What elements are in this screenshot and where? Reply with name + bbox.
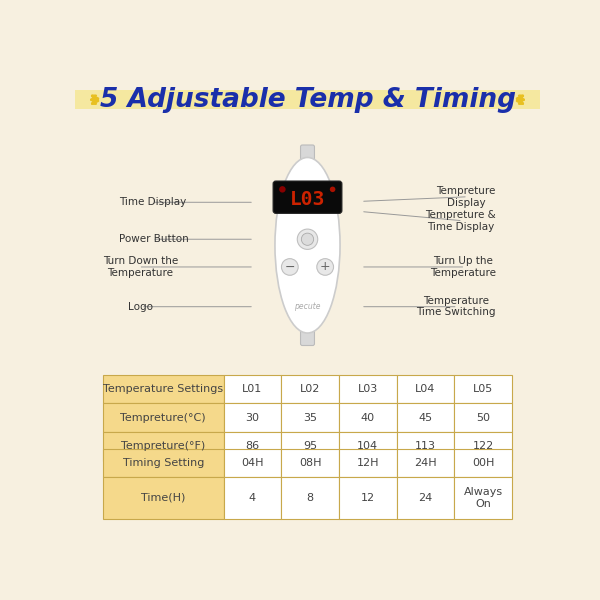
Text: 86: 86 (245, 441, 260, 451)
Text: Temperature Settings: Temperature Settings (103, 384, 223, 394)
Bar (397, 403, 454, 432)
Bar (339, 432, 397, 461)
Bar (103, 432, 224, 461)
Text: L03: L03 (358, 384, 378, 394)
Text: 00H: 00H (472, 458, 494, 468)
Text: 35: 35 (303, 413, 317, 422)
Bar (454, 403, 512, 432)
Circle shape (281, 259, 298, 275)
Text: −: − (284, 260, 295, 274)
Text: Turn Up the
Temperature: Turn Up the Temperature (430, 256, 496, 278)
Text: 4: 4 (249, 493, 256, 503)
Bar (397, 477, 454, 519)
Text: Power Button: Power Button (119, 234, 189, 244)
Text: L01: L01 (242, 384, 263, 394)
Bar (339, 477, 397, 519)
Bar (103, 449, 224, 477)
Text: 95: 95 (303, 441, 317, 451)
Bar (397, 374, 454, 403)
Bar (397, 449, 454, 477)
Text: Time Display: Time Display (119, 197, 187, 207)
Bar (281, 477, 339, 519)
Text: L02: L02 (300, 384, 320, 394)
Bar (103, 374, 224, 403)
Bar (454, 449, 512, 477)
FancyBboxPatch shape (273, 181, 342, 214)
Text: 24H: 24H (414, 458, 437, 468)
Text: pecute: pecute (294, 302, 321, 311)
Bar (103, 403, 224, 432)
Bar (454, 477, 512, 519)
Text: 8: 8 (307, 493, 314, 503)
Bar (224, 449, 281, 477)
Text: Temperature
Time Switching: Temperature Time Switching (416, 296, 496, 317)
Bar (224, 374, 281, 403)
FancyBboxPatch shape (301, 329, 314, 346)
Bar (281, 449, 339, 477)
Text: Tempreture(°F): Tempreture(°F) (121, 441, 205, 451)
Text: 122: 122 (473, 441, 494, 451)
Text: Tempreture
Display: Tempreture Display (436, 186, 496, 208)
Text: 50: 50 (476, 413, 490, 422)
Bar (339, 374, 397, 403)
Text: Timing Setting: Timing Setting (122, 458, 204, 468)
Bar (281, 374, 339, 403)
Bar (224, 432, 281, 461)
Bar (339, 449, 397, 477)
Text: Time(H): Time(H) (141, 493, 185, 503)
Circle shape (297, 229, 318, 250)
Circle shape (317, 259, 334, 275)
Bar (339, 403, 397, 432)
Bar (281, 432, 339, 461)
Text: 113: 113 (415, 441, 436, 451)
Bar (454, 374, 512, 403)
Circle shape (279, 186, 286, 193)
Text: Turn Down the
Temperature: Turn Down the Temperature (103, 256, 178, 278)
Text: L05: L05 (473, 384, 493, 394)
Text: 04H: 04H (241, 458, 264, 468)
Bar (103, 477, 224, 519)
FancyBboxPatch shape (301, 145, 314, 161)
Text: 5 Adjustable Temp & Timing: 5 Adjustable Temp & Timing (100, 87, 515, 113)
Text: Tempreture &
Time Display: Tempreture & Time Display (425, 210, 496, 232)
Text: 45: 45 (418, 413, 433, 422)
Text: Tempreture(°C): Tempreture(°C) (121, 413, 206, 422)
Bar (224, 403, 281, 432)
Bar (397, 432, 454, 461)
Text: 104: 104 (357, 441, 379, 451)
Bar (281, 403, 339, 432)
Bar (75, 90, 540, 109)
Text: L03: L03 (290, 190, 325, 209)
Text: 08H: 08H (299, 458, 322, 468)
Ellipse shape (275, 157, 340, 333)
Text: 12H: 12H (356, 458, 379, 468)
Text: L04: L04 (415, 384, 436, 394)
Circle shape (301, 233, 314, 245)
Circle shape (330, 187, 335, 192)
Text: Logo: Logo (128, 302, 154, 311)
Text: 40: 40 (361, 413, 375, 422)
Text: 30: 30 (245, 413, 259, 422)
Text: Always
On: Always On (464, 487, 503, 509)
Text: 24: 24 (418, 493, 433, 503)
Text: +: + (320, 260, 331, 274)
Bar (224, 477, 281, 519)
Bar (454, 432, 512, 461)
Text: 12: 12 (361, 493, 375, 503)
